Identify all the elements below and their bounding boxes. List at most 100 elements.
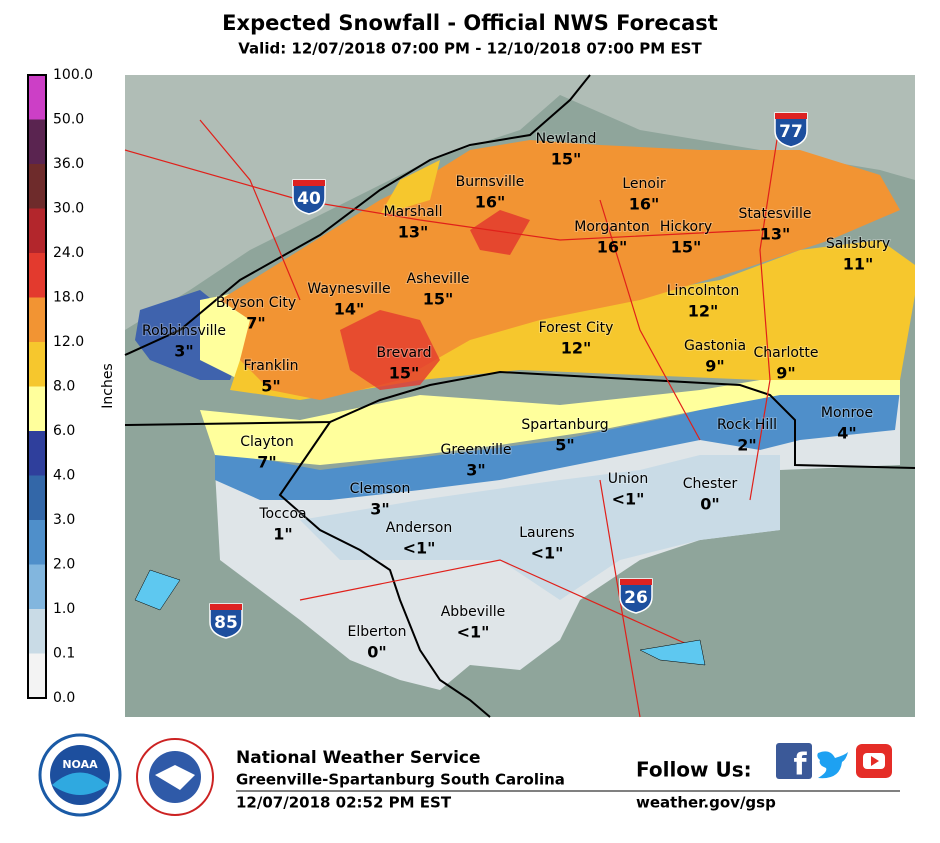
shield-top [293, 180, 325, 186]
city-name: Brevard [377, 345, 432, 361]
legend-label: 1.0 [53, 601, 75, 617]
snow-amount: 16" [597, 238, 628, 257]
valid-period: Valid: 12/07/2018 07:00 PM - 12/10/2018 … [238, 40, 702, 58]
snow-amount: 3" [370, 500, 389, 519]
snow-amount: 13" [398, 223, 429, 242]
shield-shape [292, 179, 326, 215]
snow-amount: 15" [423, 290, 454, 309]
legend-swatch [28, 475, 46, 520]
snow-amount: 7" [257, 453, 276, 472]
legend-swatch [28, 653, 46, 698]
legend-swatch [28, 342, 46, 387]
legend-swatch [28, 431, 46, 476]
agency: National Weather Service [236, 748, 481, 768]
website[interactable]: weather.gov/gsp [636, 794, 776, 812]
legend-swatch [28, 386, 46, 431]
interstate-number: 85 [214, 613, 238, 633]
city-name: Elberton [348, 624, 407, 640]
legend-label: 100.0 [53, 67, 93, 83]
city-name: Forest City [539, 320, 614, 336]
snow-amount: 11" [843, 255, 874, 274]
legend-swatch [28, 75, 46, 120]
legend-label: 4.0 [53, 468, 75, 484]
snow-amount: 3" [466, 461, 485, 480]
legend-label: 0.0 [53, 690, 75, 706]
interstate-shield: 26 [619, 578, 653, 614]
city-name: Lincolnton [667, 283, 740, 299]
footer: NOAA National Weather Service Greenville… [38, 733, 900, 817]
legend-label: 2.0 [53, 557, 75, 573]
interstate-shield: 40 [292, 179, 326, 215]
legend-label: 3.0 [53, 512, 75, 528]
city-name: Burnsville [456, 174, 525, 190]
twitter-icon[interactable] [817, 751, 848, 779]
legend-swatch [28, 297, 46, 342]
city-name: Lenoir [622, 176, 665, 192]
city-name: Hickory [660, 219, 712, 235]
snow-amount: 13" [760, 225, 791, 244]
facebook-icon[interactable] [776, 743, 812, 779]
snow-amount: 14" [334, 300, 365, 319]
snow-amount: 0" [367, 643, 386, 662]
legend-label: 6.0 [53, 423, 75, 439]
snow-amount: 12" [688, 302, 719, 321]
city-name: Salisbury [826, 236, 890, 252]
city-name: Asheville [407, 271, 470, 287]
follow-us: Follow Us: [636, 758, 752, 782]
city-name: Marshall [384, 204, 443, 220]
snow-amount: 16" [629, 195, 660, 214]
city-name: Chester [683, 476, 738, 492]
city-name: Clayton [240, 434, 293, 450]
legend-label: 30.0 [53, 201, 84, 217]
legend-unit: Inches [100, 363, 116, 408]
shield-top [210, 604, 242, 610]
interstate-shield: 77 [774, 112, 808, 148]
city-name: Toccoa [258, 506, 306, 522]
city-name: Bryson City [216, 295, 296, 311]
svg-text:f: f [793, 748, 807, 783]
city-name: Anderson [386, 520, 452, 536]
snow-amount: 1" [273, 525, 292, 544]
legend-label: 50.0 [53, 112, 84, 128]
legend-swatch [28, 253, 46, 298]
city-name: Newland [536, 131, 597, 147]
legend-label: 12.0 [53, 334, 84, 350]
interstate-number: 77 [779, 122, 803, 142]
city-name: Robbinsville [142, 323, 226, 339]
map [124, 74, 916, 718]
city-name: Rock Hill [717, 417, 777, 433]
snow-amount: 9" [776, 364, 795, 383]
legend-label: 0.1 [53, 646, 75, 662]
city-name: Greenville [441, 442, 512, 458]
city-name: Gastonia [684, 338, 746, 354]
city-name: Union [608, 471, 648, 487]
snow-amount: 5" [261, 377, 280, 396]
city-labels: Newland 15" Burnsville 16" Lenoir 16" Marshall… [141, 130, 891, 662]
issued: 12/07/2018 02:52 PM EST [236, 794, 452, 812]
legend-swatch [28, 164, 46, 209]
city-name: Morganton [574, 219, 649, 235]
legend-swatch [28, 119, 46, 164]
legend-swatch [28, 520, 46, 565]
snow-amount: 12" [561, 339, 592, 358]
snow-amount: 15" [389, 364, 420, 383]
city-name: Charlotte [753, 345, 818, 361]
legend-swatch [28, 609, 46, 654]
legend-swatch [28, 208, 46, 253]
snow-amount: 16" [475, 193, 506, 212]
interstate-number: 40 [297, 189, 321, 209]
shield-shape [209, 603, 243, 639]
shield-top [620, 579, 652, 585]
snow-amount: <1" [531, 544, 564, 563]
legend-swatch [28, 564, 46, 609]
title: Expected Snowfall - Official NWS Forecas… [222, 11, 718, 35]
city-name: Franklin [243, 358, 298, 374]
city-name: Statesville [739, 206, 812, 222]
city-name: Spartanburg [521, 417, 608, 433]
city-name: Laurens [519, 525, 574, 541]
legend-label: 36.0 [53, 156, 84, 172]
legend-label: 18.0 [53, 290, 84, 306]
shield-shape [619, 578, 653, 614]
snow-amount: 15" [551, 150, 582, 169]
